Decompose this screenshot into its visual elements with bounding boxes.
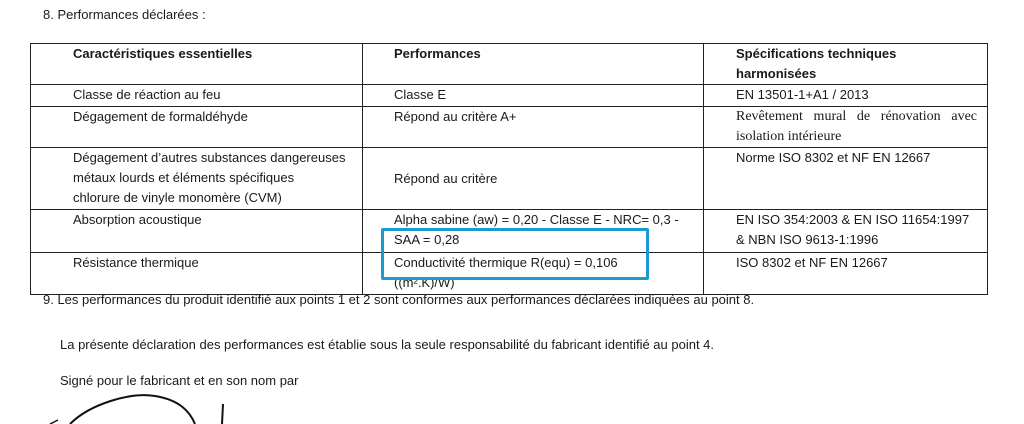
cell-performance: Répond au critère: [394, 170, 498, 186]
section-9-text: 9. Les performances du produit identifié…: [43, 292, 755, 307]
table-row: Dégagement d’autres substances dangereus…: [30, 147, 988, 210]
cell-performance: Classe E: [394, 87, 447, 102]
cell-characteristic-line: Dégagement d’autres substances dangereus…: [73, 150, 346, 165]
header-specifications: Spécifications techniques harmonisées: [736, 46, 897, 81]
signed-text: Signé pour le fabricant et en son nom pa…: [60, 373, 299, 388]
cell-performance-line: Conductivité thermique R(equ) = 0,106: [394, 255, 618, 270]
cell-performance-line: Alpha sabine (aw) = 0,20 - Classe E - NR…: [394, 212, 679, 227]
table-header-row: Caractéristiques essentielles Performanc…: [30, 43, 988, 85]
cell-specification: Norme ISO 8302 et NF EN 12667: [736, 150, 931, 165]
cell-performance-line: SAA = 0,28: [394, 232, 460, 247]
cell-characteristic-line: métaux lourds et éléments spécifiques: [73, 170, 295, 185]
declaration-text: La présente déclaration des performances…: [60, 337, 715, 352]
signature: [49, 394, 224, 424]
cell-specification: Revêtement mural de rénovation avec isol…: [736, 109, 977, 144]
cell-characteristic-line: chlorure de vinyle monomère (CVM): [73, 190, 282, 205]
cell-specification: ISO 8302 et NF EN 12667: [736, 255, 888, 270]
table-row: Absorption acoustique Alpha sabine (aw) …: [30, 209, 988, 253]
table-row: Classe de réaction au feu Classe E EN 13…: [30, 84, 988, 107]
cell-characteristic: Dégagement de formaldéhyde: [73, 109, 248, 124]
cell-specification-line: EN ISO 354:2003 & EN ISO 11654:1997: [736, 212, 970, 227]
cell-specification: EN 13501-1+A1 / 2013: [736, 87, 869, 102]
cell-characteristic: Absorption acoustique: [73, 212, 202, 227]
cell-performance: Répond au critère A+: [394, 109, 517, 124]
performance-table: Caractéristiques essentielles Performanc…: [30, 43, 988, 295]
cell-characteristic: Résistance thermique: [73, 255, 199, 270]
highlight-box: [381, 228, 649, 280]
table-row: Résistance thermique Conductivité thermi…: [30, 252, 988, 295]
cell-specification-line: & NBN ISO 9613-1:1996: [736, 232, 879, 247]
section-8-title: 8. Performances déclarées :: [43, 7, 206, 22]
table-row: Dégagement de formaldéhyde Répond au cri…: [30, 106, 988, 148]
header-performances: Performances: [394, 46, 481, 61]
header-characteristics: Caractéristiques essentielles: [73, 46, 253, 61]
cell-characteristic: Classe de réaction au feu: [73, 87, 221, 102]
